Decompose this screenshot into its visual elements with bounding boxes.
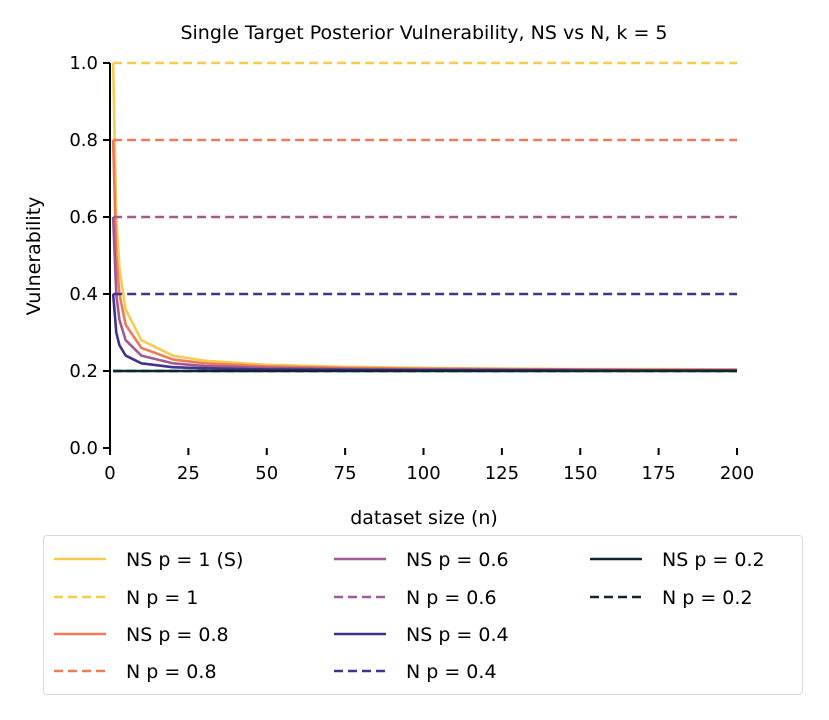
y-tick-label: 1.0 [69,53,98,74]
legend-label-n-p-0-2: N p = 0.2 [662,587,753,609]
x-tick-label: 50 [255,463,278,484]
legend-box [43,535,803,695]
legend-label-n-p-0-6: N p = 0.6 [406,587,497,609]
y-axis-label: Vulnerability [23,197,45,316]
legend: NS p = 1 (S) N p = 1 NS p = 0.8 N p = 0.8 NS… [54,549,765,683]
x-tick-label: 0 [104,463,115,484]
y-tick-label: 0.4 [69,284,98,305]
y-tick-label: 0.2 [69,361,98,382]
x-tick-label: 175 [641,463,675,484]
series-line-ns-p-0-4 [111,293,737,372]
y-axis-ticks: 0.0 0.2 0.4 0.6 0.8 1.0 [69,53,110,459]
legend-label-ns-p-0-4: NS p = 0.4 [406,624,509,646]
legend-label-n-p-1: N p = 1 [126,587,198,609]
x-axis-ticks: 0 25 50 75 100 125 150 175 200 [104,448,754,484]
legend-label-ns-p-0-2: NS p = 0.2 [662,549,765,571]
plot-area [111,61,738,373]
legend-label-n-p-0-8: N p = 0.8 [126,661,217,683]
x-axis-label: dataset size (n) [350,507,498,529]
legend-label-n-p-0-4: N p = 0.4 [406,661,497,683]
x-tick-label: 25 [177,463,200,484]
chart-title: Single Target Posterior Vulnerability, N… [180,22,667,44]
legend-label-ns-p-0-6: NS p = 0.6 [406,549,509,571]
x-tick-label: 75 [334,463,357,484]
x-tick-label: 150 [563,463,597,484]
legend-label-ns-p-0-8: NS p = 0.8 [126,624,229,646]
x-tick-label: 100 [406,463,440,484]
x-tick-label: 200 [720,463,754,484]
series-line-ns-p-0-8 [111,139,737,372]
x-tick-label: 125 [485,463,519,484]
y-tick-label: 0.0 [69,438,98,459]
y-tick-label: 0.8 [69,130,98,151]
y-tick-label: 0.6 [69,207,98,228]
legend-label-ns-p-1-s: NS p = 1 (S) [126,549,243,571]
